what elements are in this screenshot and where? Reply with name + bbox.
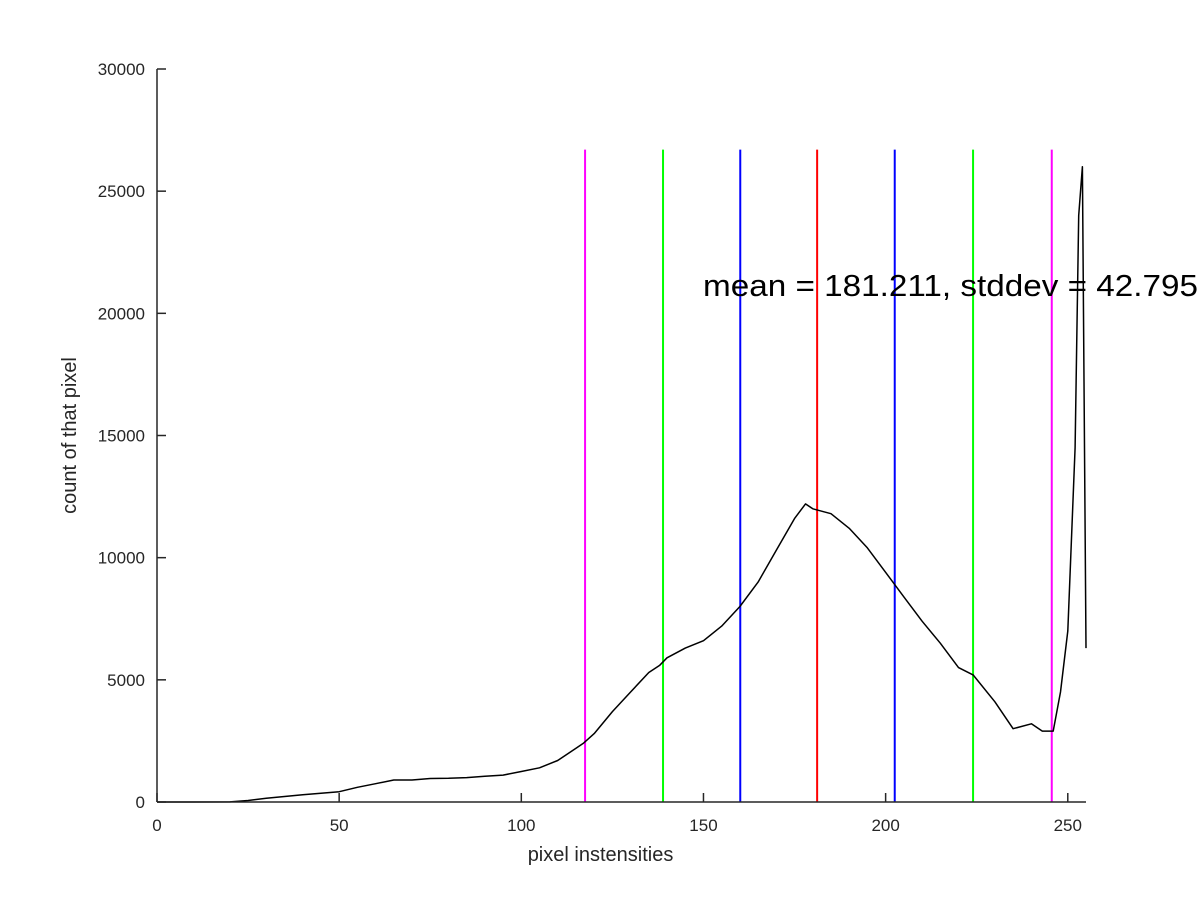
x-axis-label: pixel instensities [528,844,674,866]
x-tick-label: 200 [871,816,899,835]
axes: 0 50 100 150 200 250 0 5000 10000 15000 20000 25000… [98,60,1086,835]
histogram-line [157,165,1087,803]
y-tick-label: 20000 [98,304,145,323]
y-tick-label: 5000 [107,671,145,690]
x-tick-label: 50 [330,816,349,835]
y-tick-label: 30000 [98,60,145,79]
x-tick-label: 150 [689,816,717,835]
x-tick-label: 250 [1054,816,1082,835]
plot-area [157,149,1087,803]
y-tick-label: 15000 [98,427,145,446]
y-tick-label: 10000 [98,549,145,568]
y-axis-label: count of that pixel [59,357,81,514]
y-tick-label: 25000 [98,182,145,201]
x-tick-label: 100 [507,816,535,835]
stats-annotation: mean = 181.211, stddev = 42.795 [703,268,1198,303]
x-tick-label: 0 [152,816,161,835]
y-tick-label: 0 [136,793,145,812]
